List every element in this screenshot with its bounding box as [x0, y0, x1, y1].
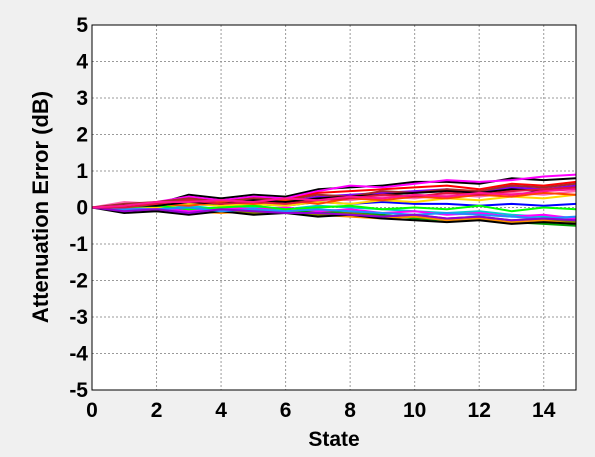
x-tick-labels: 0 2 4 6 8 10 12 14 [86, 399, 556, 422]
y-tick-label: -2 [69, 270, 88, 293]
y-tick-label: 2 [76, 124, 88, 147]
series-group [91, 173, 577, 227]
series-line-14 [91, 182, 577, 209]
series-line-17 [91, 206, 577, 222]
x-tick-label: 6 [280, 399, 292, 422]
y-tick-label: -1 [69, 233, 88, 256]
grid [91, 24, 576, 391]
x-tick-label: 8 [344, 399, 356, 422]
y-tick-label: -3 [69, 306, 88, 329]
x-tick-label: 4 [215, 399, 227, 422]
x-axis-title: State [308, 428, 359, 451]
series-line-10 [91, 206, 577, 225]
plot-border [91, 24, 577, 391]
series-line-20 [91, 188, 577, 209]
x-tick-label: 0 [86, 399, 98, 422]
series-line-15 [91, 206, 577, 220]
x-tick-label: 10 [403, 399, 426, 422]
y-axis-title: Attenuation Error (dB) [28, 91, 53, 323]
y-tick-label: -4 [69, 343, 88, 366]
y-tick-label: 5 [76, 14, 88, 37]
y-tick-label: 1 [76, 160, 88, 183]
x-tick-label: 2 [151, 399, 163, 422]
x-tick-label: 12 [468, 399, 491, 422]
x-tick-label: 14 [532, 399, 556, 422]
y-tick-label: 0 [76, 197, 88, 220]
y-tick-labels: 5 4 3 2 1 0 -1 -2 -3 -4 -5 [69, 14, 88, 402]
y-tick-label: 3 [76, 87, 88, 110]
y-tick-label: -5 [69, 379, 88, 402]
y-tick-label: 4 [76, 51, 88, 74]
